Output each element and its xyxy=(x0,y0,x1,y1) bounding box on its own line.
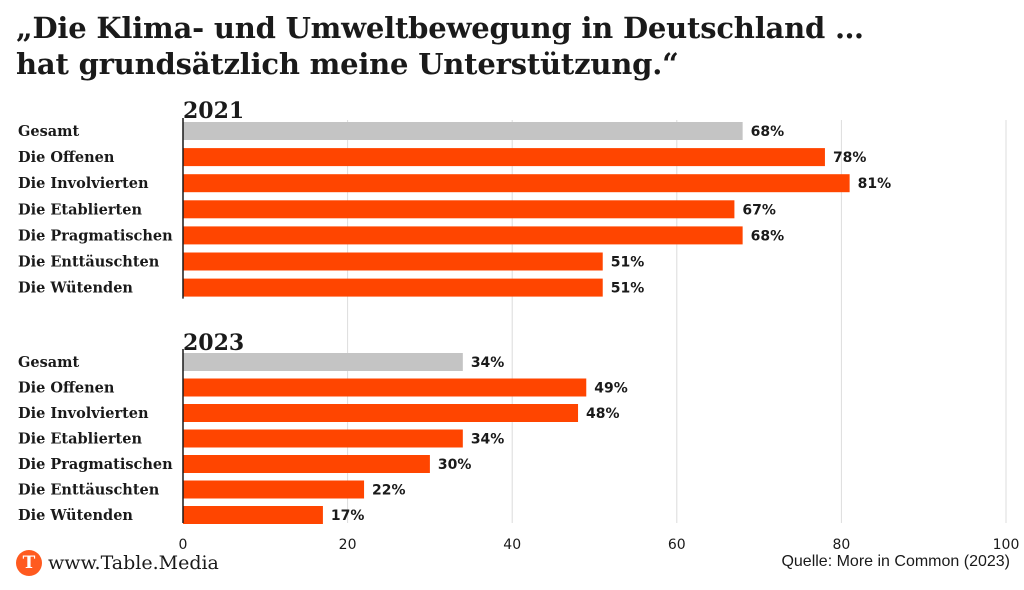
value-label: 67% xyxy=(742,202,776,218)
title-line-1: „Die Klima- und Umweltbewegung in Deutsc… xyxy=(16,11,864,45)
category-label: Die Wütenden xyxy=(18,280,133,297)
x-tick-label: 20 xyxy=(339,537,357,553)
category-label: Die Pragmatischen xyxy=(18,227,173,244)
category-label: Die Pragmatischen xyxy=(18,456,173,473)
brand-url: www.Table.Media xyxy=(48,552,219,574)
x-axis: 0 20 40 60 80 100 xyxy=(179,537,1020,553)
category-label: Die Offenen xyxy=(18,149,115,166)
value-label: 22% xyxy=(372,483,406,499)
chart-title: „Die Klima- und Umweltbewegung in Deutsc… xyxy=(16,10,1016,82)
bar xyxy=(183,200,735,219)
panel-title: 2023 xyxy=(183,330,244,356)
table-media-logo-icon: T xyxy=(16,550,42,576)
bar xyxy=(183,353,463,371)
category-label: Gesamt xyxy=(18,354,80,371)
category-label: Die Involvierten xyxy=(18,175,149,192)
category-label: Gesamt xyxy=(18,123,80,140)
bar xyxy=(183,404,579,422)
value-label: 34% xyxy=(471,432,505,448)
bar xyxy=(183,148,825,167)
x-tick-label: 80 xyxy=(832,537,850,553)
value-label: 49% xyxy=(594,381,628,397)
category-label: Die Offenen xyxy=(18,380,115,397)
brand-link[interactable]: T www.Table.Media xyxy=(16,550,219,576)
value-label: 51% xyxy=(611,281,645,297)
panel-title: 2021 xyxy=(183,98,244,124)
chart-panels: 2021 Gesamt 68% Die Offenen 78% Die Involvier… xyxy=(18,98,891,524)
value-label: 17% xyxy=(331,508,365,524)
bar xyxy=(183,174,850,193)
category-label: Die Etablierten xyxy=(18,201,142,218)
value-label: 78% xyxy=(833,150,867,166)
bar xyxy=(183,455,430,473)
x-tick-label: 0 xyxy=(179,537,188,553)
x-tick-label: 40 xyxy=(503,537,521,553)
category-label: Die Enttäuschten xyxy=(18,254,160,271)
value-label: 34% xyxy=(471,355,505,371)
value-label: 68% xyxy=(751,124,785,140)
panel-2021: 2021 Gesamt 68% Die Offenen 78% Die Involvier… xyxy=(18,98,891,299)
title-line-2: hat grundsätzlich meine Unterstützung.“ xyxy=(16,47,679,81)
bar xyxy=(183,122,743,140)
category-label: Die Wütenden xyxy=(18,507,133,524)
bar xyxy=(183,378,587,397)
source-note: Quelle: More in Common (2023) xyxy=(781,553,1010,570)
value-label: 68% xyxy=(751,228,785,244)
bar xyxy=(183,429,463,448)
bar xyxy=(183,226,743,245)
value-label: 30% xyxy=(438,457,472,473)
bar xyxy=(183,278,603,297)
x-tick-label: 100 xyxy=(993,537,1020,553)
bar xyxy=(183,506,323,524)
x-tick-label: 60 xyxy=(668,537,686,553)
value-label: 48% xyxy=(586,406,620,422)
value-label: 81% xyxy=(858,176,892,192)
bar xyxy=(183,480,365,499)
value-label: 51% xyxy=(611,255,645,271)
category-label: Die Etablierten xyxy=(18,431,142,448)
category-label: Die Involvierten xyxy=(18,405,149,422)
panel-2023: 2023 Gesamt 34% Die Offenen 49% Die Involvier… xyxy=(18,330,628,524)
bar xyxy=(183,252,603,271)
category-label: Die Enttäuschten xyxy=(18,482,160,499)
